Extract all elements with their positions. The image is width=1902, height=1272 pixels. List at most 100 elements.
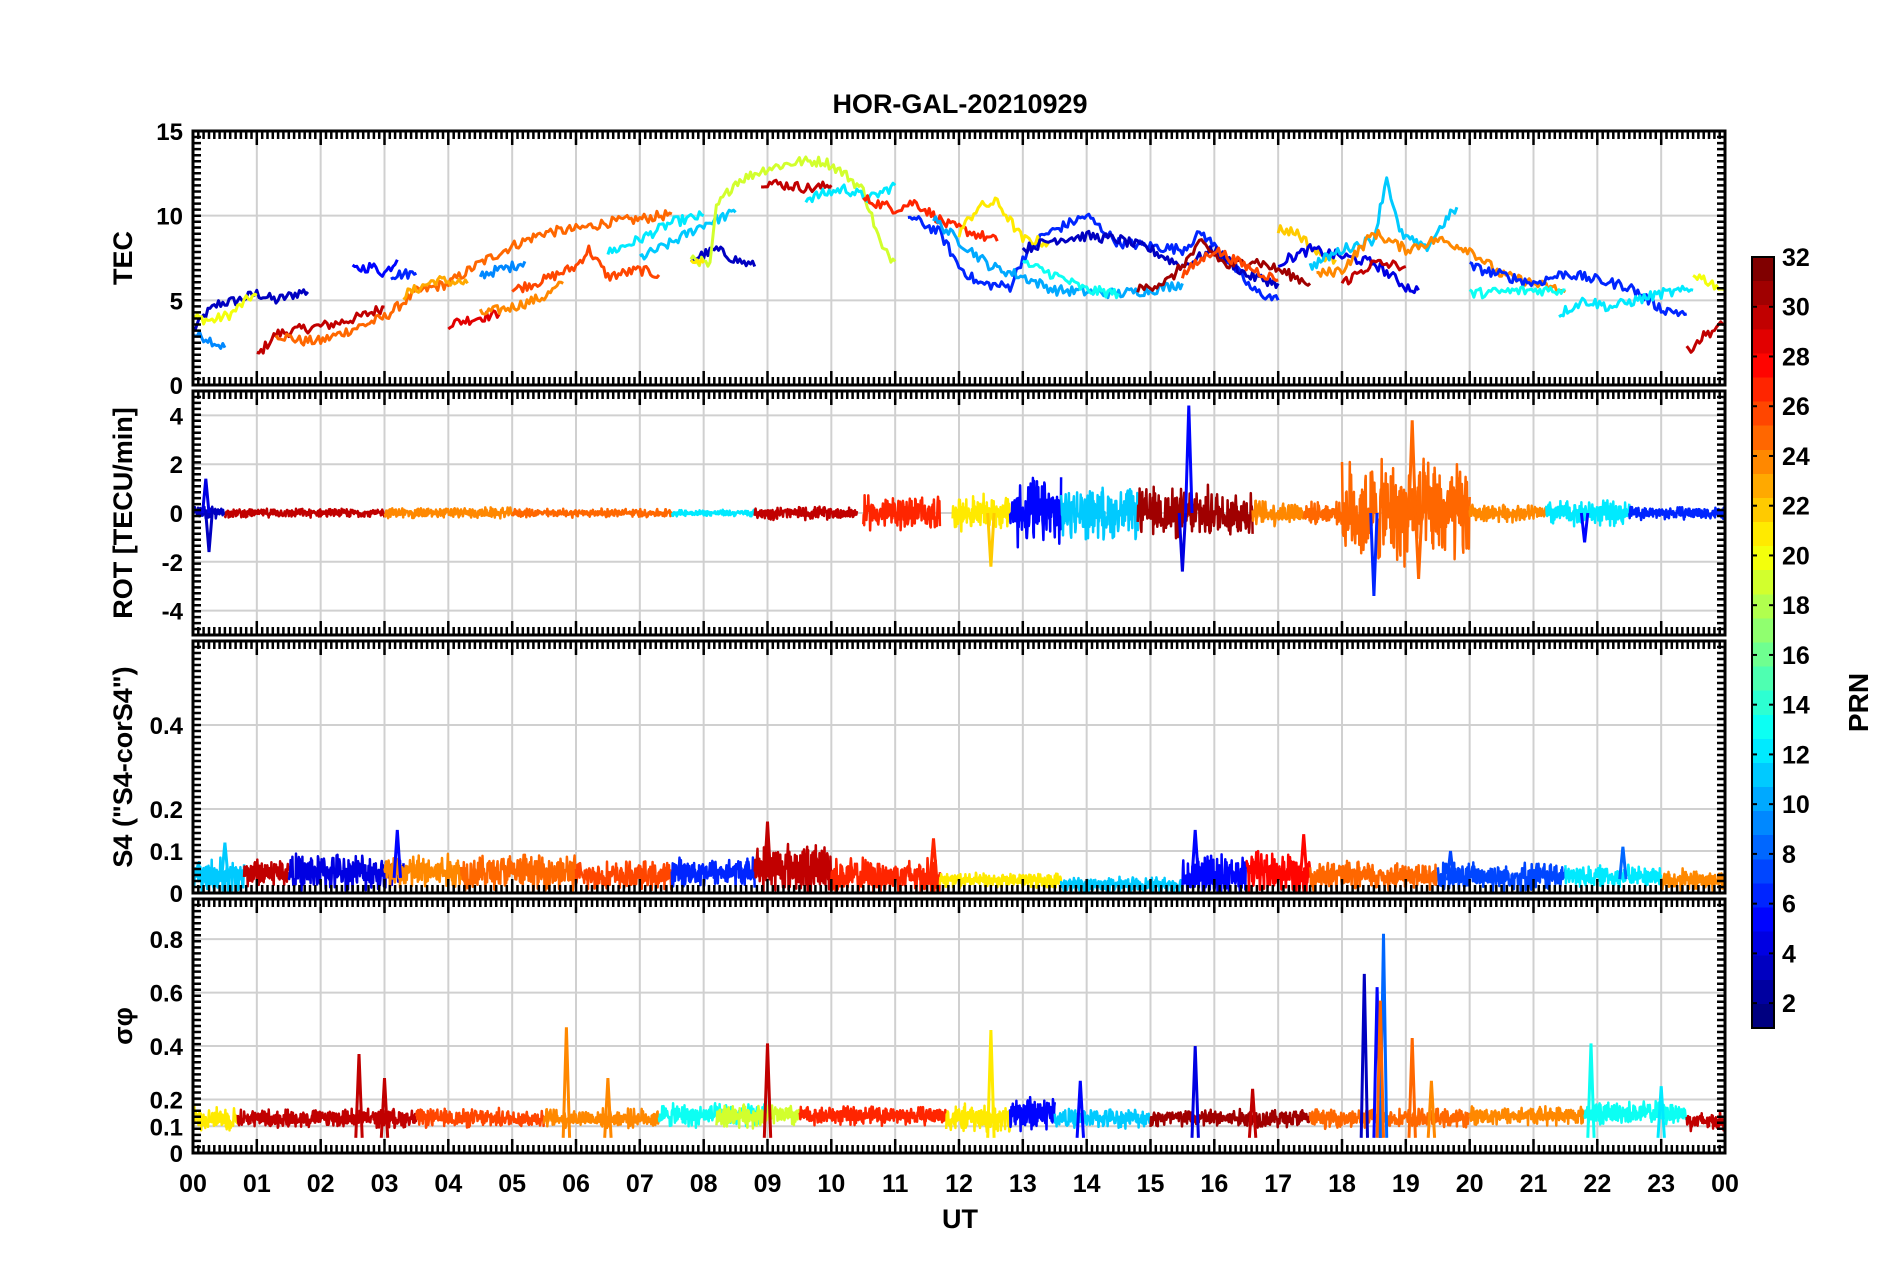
y-tick-label: 10	[156, 204, 183, 231]
colorbar-tick-label: 4	[1782, 940, 1796, 968]
series-prn-9	[193, 329, 227, 350]
series-prn-13	[1022, 259, 1120, 300]
spike-prn-25	[1413, 512, 1424, 579]
series-prn-27	[798, 1105, 948, 1128]
spike-prn-28	[1299, 834, 1309, 879]
series-prn-11	[1059, 875, 1184, 893]
series-prn-27	[862, 493, 942, 532]
spike-prn-4	[1177, 512, 1188, 572]
colorbar-tick-label: 2	[1782, 990, 1796, 1018]
series-prn-7	[1436, 861, 1567, 893]
x-tick-label: 10	[817, 1170, 845, 1198]
spike-prn-25	[1407, 1037, 1417, 1138]
spike-prn-4	[1190, 1046, 1200, 1138]
series-prn-30	[761, 178, 833, 194]
spike-prn-5	[1190, 829, 1200, 879]
series-prn-12	[1564, 863, 1663, 889]
panel-2: -4 -2 0 2 4 ROT [TECU/min]	[108, 389, 1727, 637]
x-axis-label: UT	[942, 1204, 978, 1234]
series-prn-21	[689, 258, 705, 266]
series-prn-25	[1302, 500, 1344, 526]
series-prn-30	[753, 505, 859, 522]
y-tick-label: 0	[170, 373, 183, 400]
spike-prn-7	[1445, 850, 1456, 881]
series-prn-25	[510, 507, 674, 519]
x-tick-label: 19	[1392, 1170, 1420, 1198]
x-tick-label: 02	[307, 1170, 335, 1198]
panel-1: 0 5 10 15 TEC	[108, 119, 1727, 400]
colorbar-tick-label: 16	[1782, 642, 1810, 670]
spike-prn-8	[1618, 846, 1628, 880]
series-prn-24	[383, 506, 514, 520]
y-tick-label: 4	[170, 403, 184, 430]
x-tick-label: 17	[1264, 1170, 1292, 1198]
series-prn-5	[351, 259, 399, 278]
y-axis-label: TEC	[108, 231, 138, 285]
series-prn-24	[1468, 503, 1548, 524]
series-prn-19	[715, 1103, 801, 1130]
colorbar-tick-label: 8	[1782, 841, 1796, 869]
series-prn-6	[1469, 261, 1688, 318]
tick-marks	[191, 897, 1727, 1155]
spike-prn-3	[1359, 973, 1369, 1138]
panel-3: 0 0.1 0.2 0.4 S4 ("S4-corS4")	[108, 639, 1727, 908]
x-tick-label: 15	[1137, 1170, 1165, 1198]
colorbar-tick-label: 26	[1782, 393, 1810, 421]
series-prn-9	[478, 260, 527, 280]
x-tick-label: 09	[754, 1170, 782, 1198]
series-prn-21	[944, 1102, 1012, 1134]
tick-marks	[191, 129, 1727, 387]
spike-prn-24	[1426, 1080, 1437, 1138]
y-tick-label: 0	[170, 501, 183, 528]
spike-prn-13	[1586, 1043, 1596, 1138]
spike-prn-5	[1579, 512, 1590, 543]
x-tick-label: 20	[1456, 1170, 1484, 1198]
x-axis: 00 01 02 03 04 05 06 07 08 09 10 11 12 13 14 15 16 17 18 19…	[179, 1170, 1739, 1198]
chart-title: HOR-GAL-20210929	[832, 89, 1087, 119]
series-prn-11	[1053, 1107, 1152, 1130]
colorbar-tick-label: 6	[1782, 891, 1796, 919]
series-prn-25	[1340, 457, 1471, 568]
spike-prn-12	[1656, 1086, 1666, 1138]
series-prn-25	[274, 209, 673, 347]
x-tick-label: 13	[1009, 1170, 1037, 1198]
y-tick-label: -4	[162, 599, 184, 626]
series-prn-24	[1659, 867, 1725, 893]
series-prn-21	[957, 196, 1050, 248]
colorbar-tick-label: 30	[1782, 294, 1810, 322]
x-tick-label: 16	[1200, 1170, 1228, 1198]
x-tick-label: 01	[243, 1170, 271, 1198]
y-tick-label: 15	[156, 119, 183, 146]
series-prn-3	[690, 245, 757, 268]
y-tick-label: 0.8	[150, 927, 183, 954]
tick-marks	[191, 639, 1727, 895]
colorbar-tick-label: 24	[1782, 443, 1810, 471]
series-prn-6	[390, 268, 418, 281]
y-axis-label: σφ	[108, 1007, 138, 1045]
grid	[193, 641, 1725, 894]
colorbar-tick-label: 28	[1782, 343, 1810, 371]
series-prn-12	[804, 181, 897, 204]
y-tick-label: -2	[162, 550, 183, 577]
series-prn-12	[606, 210, 705, 255]
series-prn-20	[193, 292, 258, 326]
y-tick-label: 5	[170, 288, 183, 315]
series-prn-5	[1008, 476, 1063, 549]
y-tick-label: 0.1	[150, 1114, 183, 1141]
series-prn-5	[1008, 1095, 1057, 1133]
spike-prn-5	[1075, 1080, 1085, 1138]
x-tick-label: 12	[945, 1170, 973, 1198]
series-prn-31	[1149, 1107, 1312, 1129]
x-tick-label: 06	[562, 1170, 590, 1198]
spike-prn-25	[1375, 1000, 1385, 1138]
y-axis-label: ROT [TECU/min]	[108, 407, 138, 618]
colorbar-label: PRN	[1843, 673, 1874, 732]
series-prn-10	[932, 215, 1184, 300]
series-prn-4	[1277, 243, 1420, 295]
spike-prn-3	[204, 512, 214, 553]
x-tick-label: 08	[690, 1170, 718, 1198]
series-prn-26	[415, 1106, 546, 1130]
x-tick-label: 11	[882, 1170, 909, 1198]
tick-marks	[191, 389, 1727, 637]
